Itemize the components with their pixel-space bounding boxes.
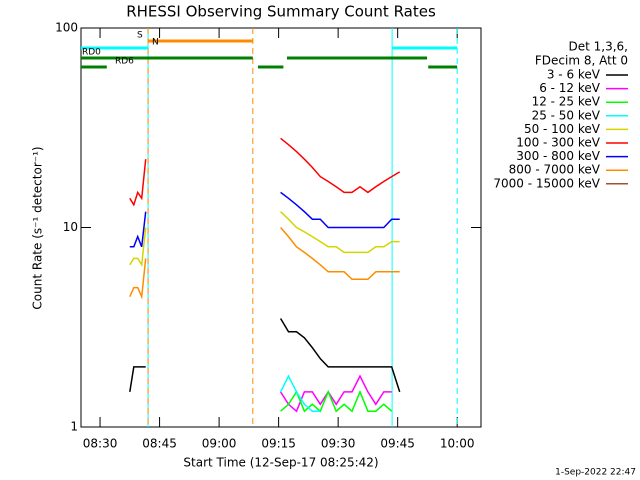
legend-label: 25 - 50 keV: [532, 108, 601, 122]
x-tick-label: 09:30: [321, 437, 356, 451]
legend-label: 300 - 800 keV: [516, 149, 600, 163]
legend-label: 100 - 300 keV: [516, 136, 600, 150]
legend-header: FDecim 8, Att 0: [535, 54, 628, 68]
flag-label: N: [152, 38, 159, 48]
legend-label: 50 - 100 keV: [524, 122, 601, 136]
y-tick-label: 10: [63, 220, 78, 234]
series-line: [129, 227, 400, 300]
chart-title: RHESSI Observing Summary Count Rates: [126, 3, 436, 21]
series-line: [129, 211, 400, 268]
x-tick-label: 09:00: [202, 437, 237, 451]
legend-label: 800 - 7000 keV: [509, 163, 601, 177]
legend-label: 6 - 12 keV: [539, 81, 601, 95]
series-line: [129, 191, 400, 248]
legend-label: 12 - 25 keV: [532, 95, 601, 109]
series-line: [129, 318, 401, 393]
x-tick-label: 09:15: [261, 437, 296, 451]
legend-label: 3 - 6 keV: [547, 68, 601, 82]
x-tick-label: 08:30: [83, 437, 118, 451]
footer: 1-Sep-2022 22:47: [555, 468, 636, 478]
series-line: [279, 374, 321, 412]
series-line: [279, 374, 392, 413]
y-axis-label: Count Rate (s⁻¹ detector⁻¹): [31, 146, 45, 309]
y-tick-label: 1: [70, 420, 78, 434]
x-tick-label: 10:00: [440, 437, 475, 451]
x-tick-label: 09:45: [380, 437, 415, 451]
legend-label: 7000 - 15000 keV: [493, 176, 600, 190]
flag-label: RD0: [82, 48, 101, 58]
flag-label: RD6: [115, 57, 134, 67]
x-axis-label: Start Time (12-Sep-17 08:25:42): [183, 456, 378, 470]
series-line: [280, 389, 393, 413]
y-tick-label: 100: [55, 21, 78, 35]
x-tick-label: 08:45: [142, 437, 177, 451]
legend-header: Det 1,3,6,: [569, 40, 629, 54]
flag-label: S: [137, 31, 143, 41]
series-line: [129, 137, 401, 207]
